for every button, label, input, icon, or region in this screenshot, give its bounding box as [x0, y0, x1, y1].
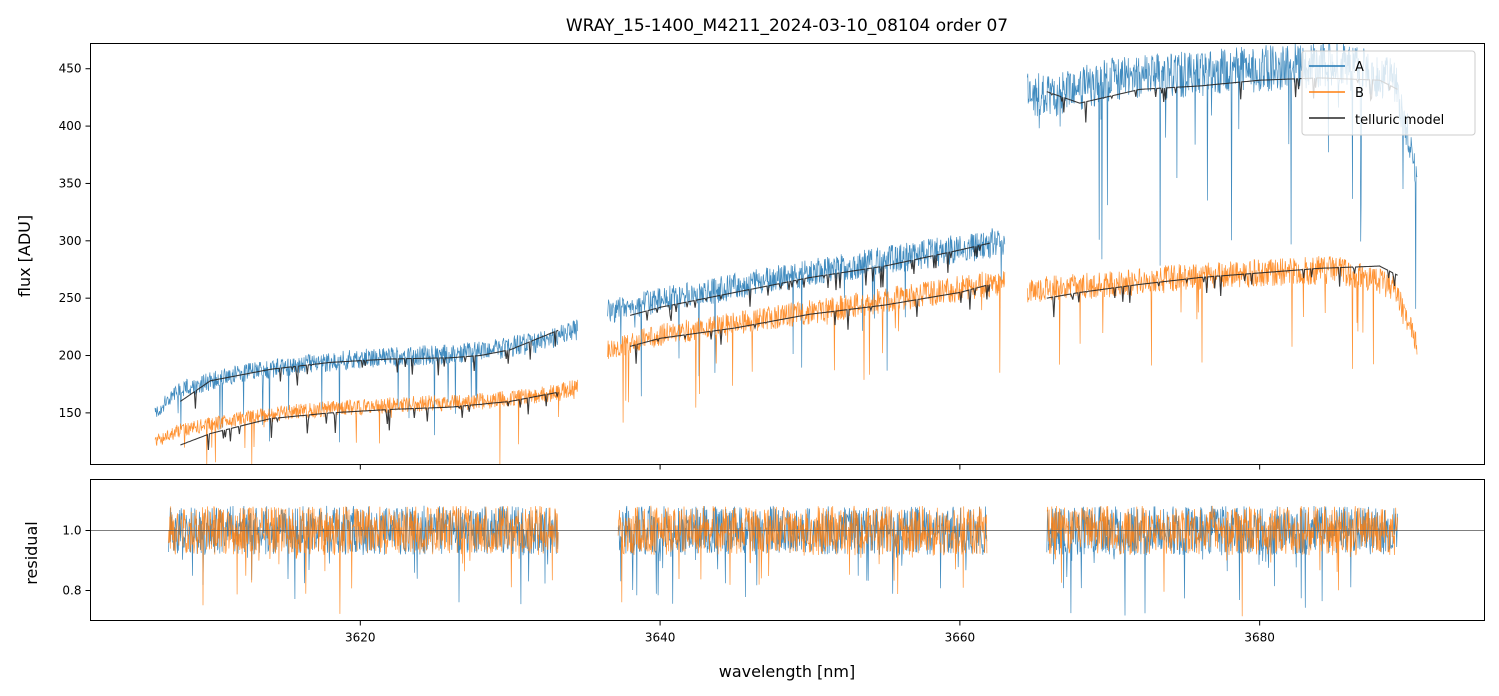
top-series-b-segment-1: [607, 271, 1006, 423]
top-series-telluric-model-segment-3: [180, 391, 559, 451]
legend: A B telluric model: [1301, 50, 1476, 136]
top-series-telluric-model-segment-4: [629, 284, 991, 364]
legend-label-b: B: [1355, 86, 1364, 101]
x-tick-label-3660: 3660: [945, 631, 976, 645]
top-series-b-segment-0: [154, 379, 579, 465]
top-series-telluric-model-segment-1: [629, 242, 991, 322]
bottom-series-b-segment-1: [617, 505, 988, 603]
top-y-axis-label: flux [ADU]: [15, 215, 34, 297]
bottom-series-b-segment-2: [1046, 505, 1398, 617]
top-y-tick-label-150: 150: [59, 406, 82, 420]
bottom-y-axis-label: residual: [22, 521, 41, 584]
top-y-tick-label-250: 250: [59, 291, 82, 305]
top-y-tick-label-450: 450: [59, 62, 82, 76]
x-tick-label-3640: 3640: [645, 631, 676, 645]
top-y-ticks: 150 200 250 300 350 400 450: [59, 62, 91, 420]
legend-label-telluric: telluric model: [1355, 113, 1444, 128]
bottom-series-b-segment-0: [168, 505, 559, 614]
top-series-telluric-model-segment-5: [1046, 265, 1398, 318]
top-y-tick-label-350: 350: [59, 176, 82, 190]
top-y-tick-label-300: 300: [59, 234, 82, 248]
bottom-y-tick-label-0.8: 0.8: [62, 584, 81, 598]
bottom-y-ticks: 0.8 1.0: [62, 524, 91, 598]
top-series-telluric-model-segment-0: [180, 329, 559, 409]
top-y-tick-label-200: 200: [59, 349, 82, 363]
top-series-group: [154, 43, 1418, 465]
x-axis-label: wavelength [nm]: [719, 662, 856, 681]
bottom-series-group: [168, 505, 1398, 617]
legend-box: [1301, 50, 1476, 136]
top-series-a-segment-0: [154, 319, 579, 443]
x-tick-label-3620: 3620: [345, 631, 376, 645]
bottom-axes-frame: [90, 479, 1485, 621]
bottom-y-tick-label-1.0: 1.0: [62, 524, 81, 538]
bottom-panel: 3620 3640 3660 3680 0.8 1.0 residual wavelen…: [22, 479, 1485, 681]
top-panel: 150 200 250 300 350 400 450 flux [ADU] A B tel…: [15, 43, 1485, 470]
top-series-a-segment-1: [607, 228, 1006, 397]
bottom-x-ticks: 3620 3640 3660 3680: [345, 620, 1275, 645]
legend-label-a: A: [1355, 60, 1364, 75]
chart-title: WRAY_15-1400_M4211_2024-03-10_08104 orde…: [566, 16, 1008, 36]
x-tick-label-3680: 3680: [1244, 631, 1275, 645]
top-y-tick-label-400: 400: [59, 119, 82, 133]
top-axes-frame: [90, 43, 1485, 465]
top-series-b-segment-2: [1026, 256, 1418, 369]
top-x-ticks: [359, 464, 1261, 470]
